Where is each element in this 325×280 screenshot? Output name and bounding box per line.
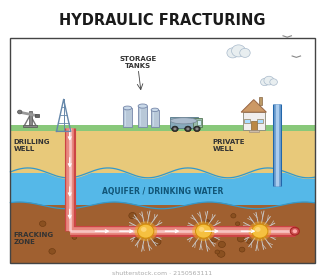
- Text: HYDRAULIC FRACTURING: HYDRAULIC FRACTURING: [59, 13, 266, 28]
- Bar: [193, 118, 202, 127]
- Circle shape: [218, 241, 226, 248]
- Text: AQUIFER / DRINKING WATER: AQUIFER / DRINKING WATER: [102, 187, 223, 196]
- Circle shape: [204, 220, 210, 225]
- Bar: [10, 206, 315, 263]
- Circle shape: [186, 127, 189, 130]
- Circle shape: [195, 224, 212, 238]
- Circle shape: [252, 228, 258, 234]
- Bar: [29, 111, 32, 125]
- Circle shape: [264, 76, 274, 85]
- Text: STORAGE
TANKS: STORAGE TANKS: [120, 56, 157, 69]
- Polygon shape: [241, 100, 266, 112]
- Circle shape: [231, 45, 246, 57]
- Circle shape: [252, 224, 268, 238]
- Bar: [10, 173, 315, 206]
- Bar: [243, 112, 265, 130]
- Circle shape: [141, 227, 147, 232]
- Bar: [259, 97, 263, 105]
- Circle shape: [215, 250, 220, 254]
- Bar: [151, 110, 159, 127]
- Circle shape: [135, 221, 157, 241]
- Circle shape: [98, 232, 102, 236]
- Circle shape: [134, 235, 139, 240]
- Bar: [10, 131, 315, 206]
- Text: DRILLING
WELL: DRILLING WELL: [13, 139, 50, 152]
- Circle shape: [199, 227, 204, 232]
- Bar: [23, 125, 37, 127]
- Ellipse shape: [151, 108, 159, 111]
- Circle shape: [240, 48, 250, 57]
- Circle shape: [194, 126, 200, 132]
- Ellipse shape: [170, 118, 197, 124]
- Bar: [10, 38, 315, 131]
- Circle shape: [292, 229, 297, 233]
- Circle shape: [18, 110, 22, 114]
- Bar: [249, 130, 259, 132]
- Circle shape: [217, 251, 225, 257]
- Circle shape: [237, 236, 244, 242]
- Circle shape: [290, 227, 299, 235]
- Bar: [123, 108, 132, 127]
- Circle shape: [192, 221, 215, 241]
- Bar: [244, 118, 250, 123]
- Circle shape: [261, 78, 269, 86]
- Bar: [251, 121, 257, 130]
- Text: FRACKING
ZONE: FRACKING ZONE: [13, 232, 54, 245]
- Circle shape: [246, 239, 252, 243]
- Circle shape: [138, 224, 154, 238]
- Circle shape: [49, 249, 56, 254]
- Circle shape: [270, 79, 277, 85]
- Circle shape: [235, 222, 240, 226]
- Circle shape: [173, 127, 176, 130]
- Circle shape: [231, 214, 236, 218]
- Circle shape: [249, 221, 271, 241]
- Text: shutterstock.com · 2150563111: shutterstock.com · 2150563111: [112, 271, 213, 276]
- Circle shape: [153, 239, 161, 245]
- Bar: [170, 117, 198, 128]
- Ellipse shape: [138, 104, 147, 108]
- Bar: [34, 114, 39, 117]
- Bar: [138, 106, 147, 127]
- Circle shape: [185, 126, 191, 132]
- Circle shape: [195, 127, 199, 130]
- Bar: [197, 120, 201, 125]
- Circle shape: [40, 221, 46, 227]
- Bar: [10, 38, 315, 263]
- Text: PRIVATE
WELL: PRIVATE WELL: [213, 139, 245, 152]
- Circle shape: [211, 236, 217, 242]
- Circle shape: [239, 247, 245, 252]
- Bar: [257, 118, 263, 123]
- Circle shape: [255, 227, 261, 232]
- Circle shape: [129, 213, 136, 219]
- Circle shape: [172, 126, 178, 132]
- Ellipse shape: [123, 106, 132, 110]
- Circle shape: [72, 235, 77, 239]
- Circle shape: [227, 48, 239, 58]
- Bar: [10, 125, 315, 131]
